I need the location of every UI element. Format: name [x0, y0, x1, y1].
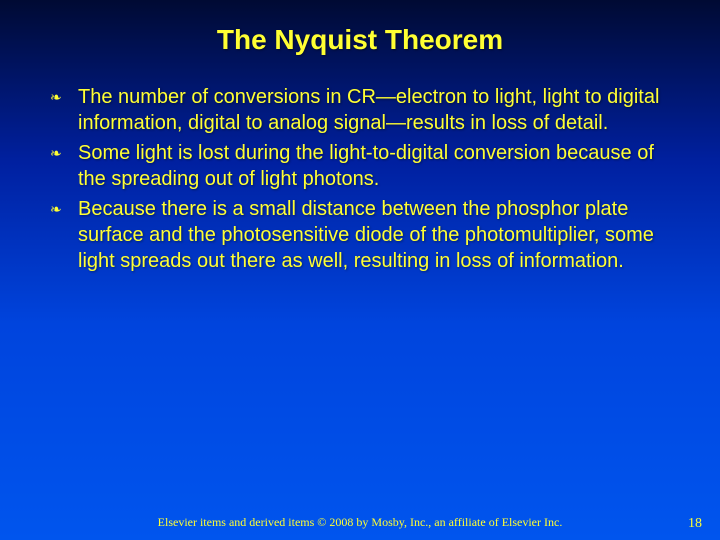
bullet-icon: ❧	[50, 84, 78, 110]
bullet-icon: ❧	[50, 196, 78, 222]
bullet-icon: ❧	[50, 140, 78, 166]
bullet-text: The number of conversions in CR—electron…	[78, 84, 680, 136]
bullet-text: Some light is lost during the light-to-d…	[78, 140, 680, 192]
page-number: 18	[688, 516, 702, 532]
list-item: ❧ The number of conversions in CR—electr…	[50, 84, 680, 136]
bullet-text: Because there is a small distance betwee…	[78, 196, 680, 274]
slide-title: The Nyquist Theorem	[0, 0, 720, 84]
list-item: ❧ Some light is lost during the light-to…	[50, 140, 680, 192]
bullet-list: ❧ The number of conversions in CR—electr…	[0, 84, 720, 274]
footer-copyright: Elsevier items and derived items © 2008 …	[0, 515, 720, 530]
list-item: ❧ Because there is a small distance betw…	[50, 196, 680, 274]
